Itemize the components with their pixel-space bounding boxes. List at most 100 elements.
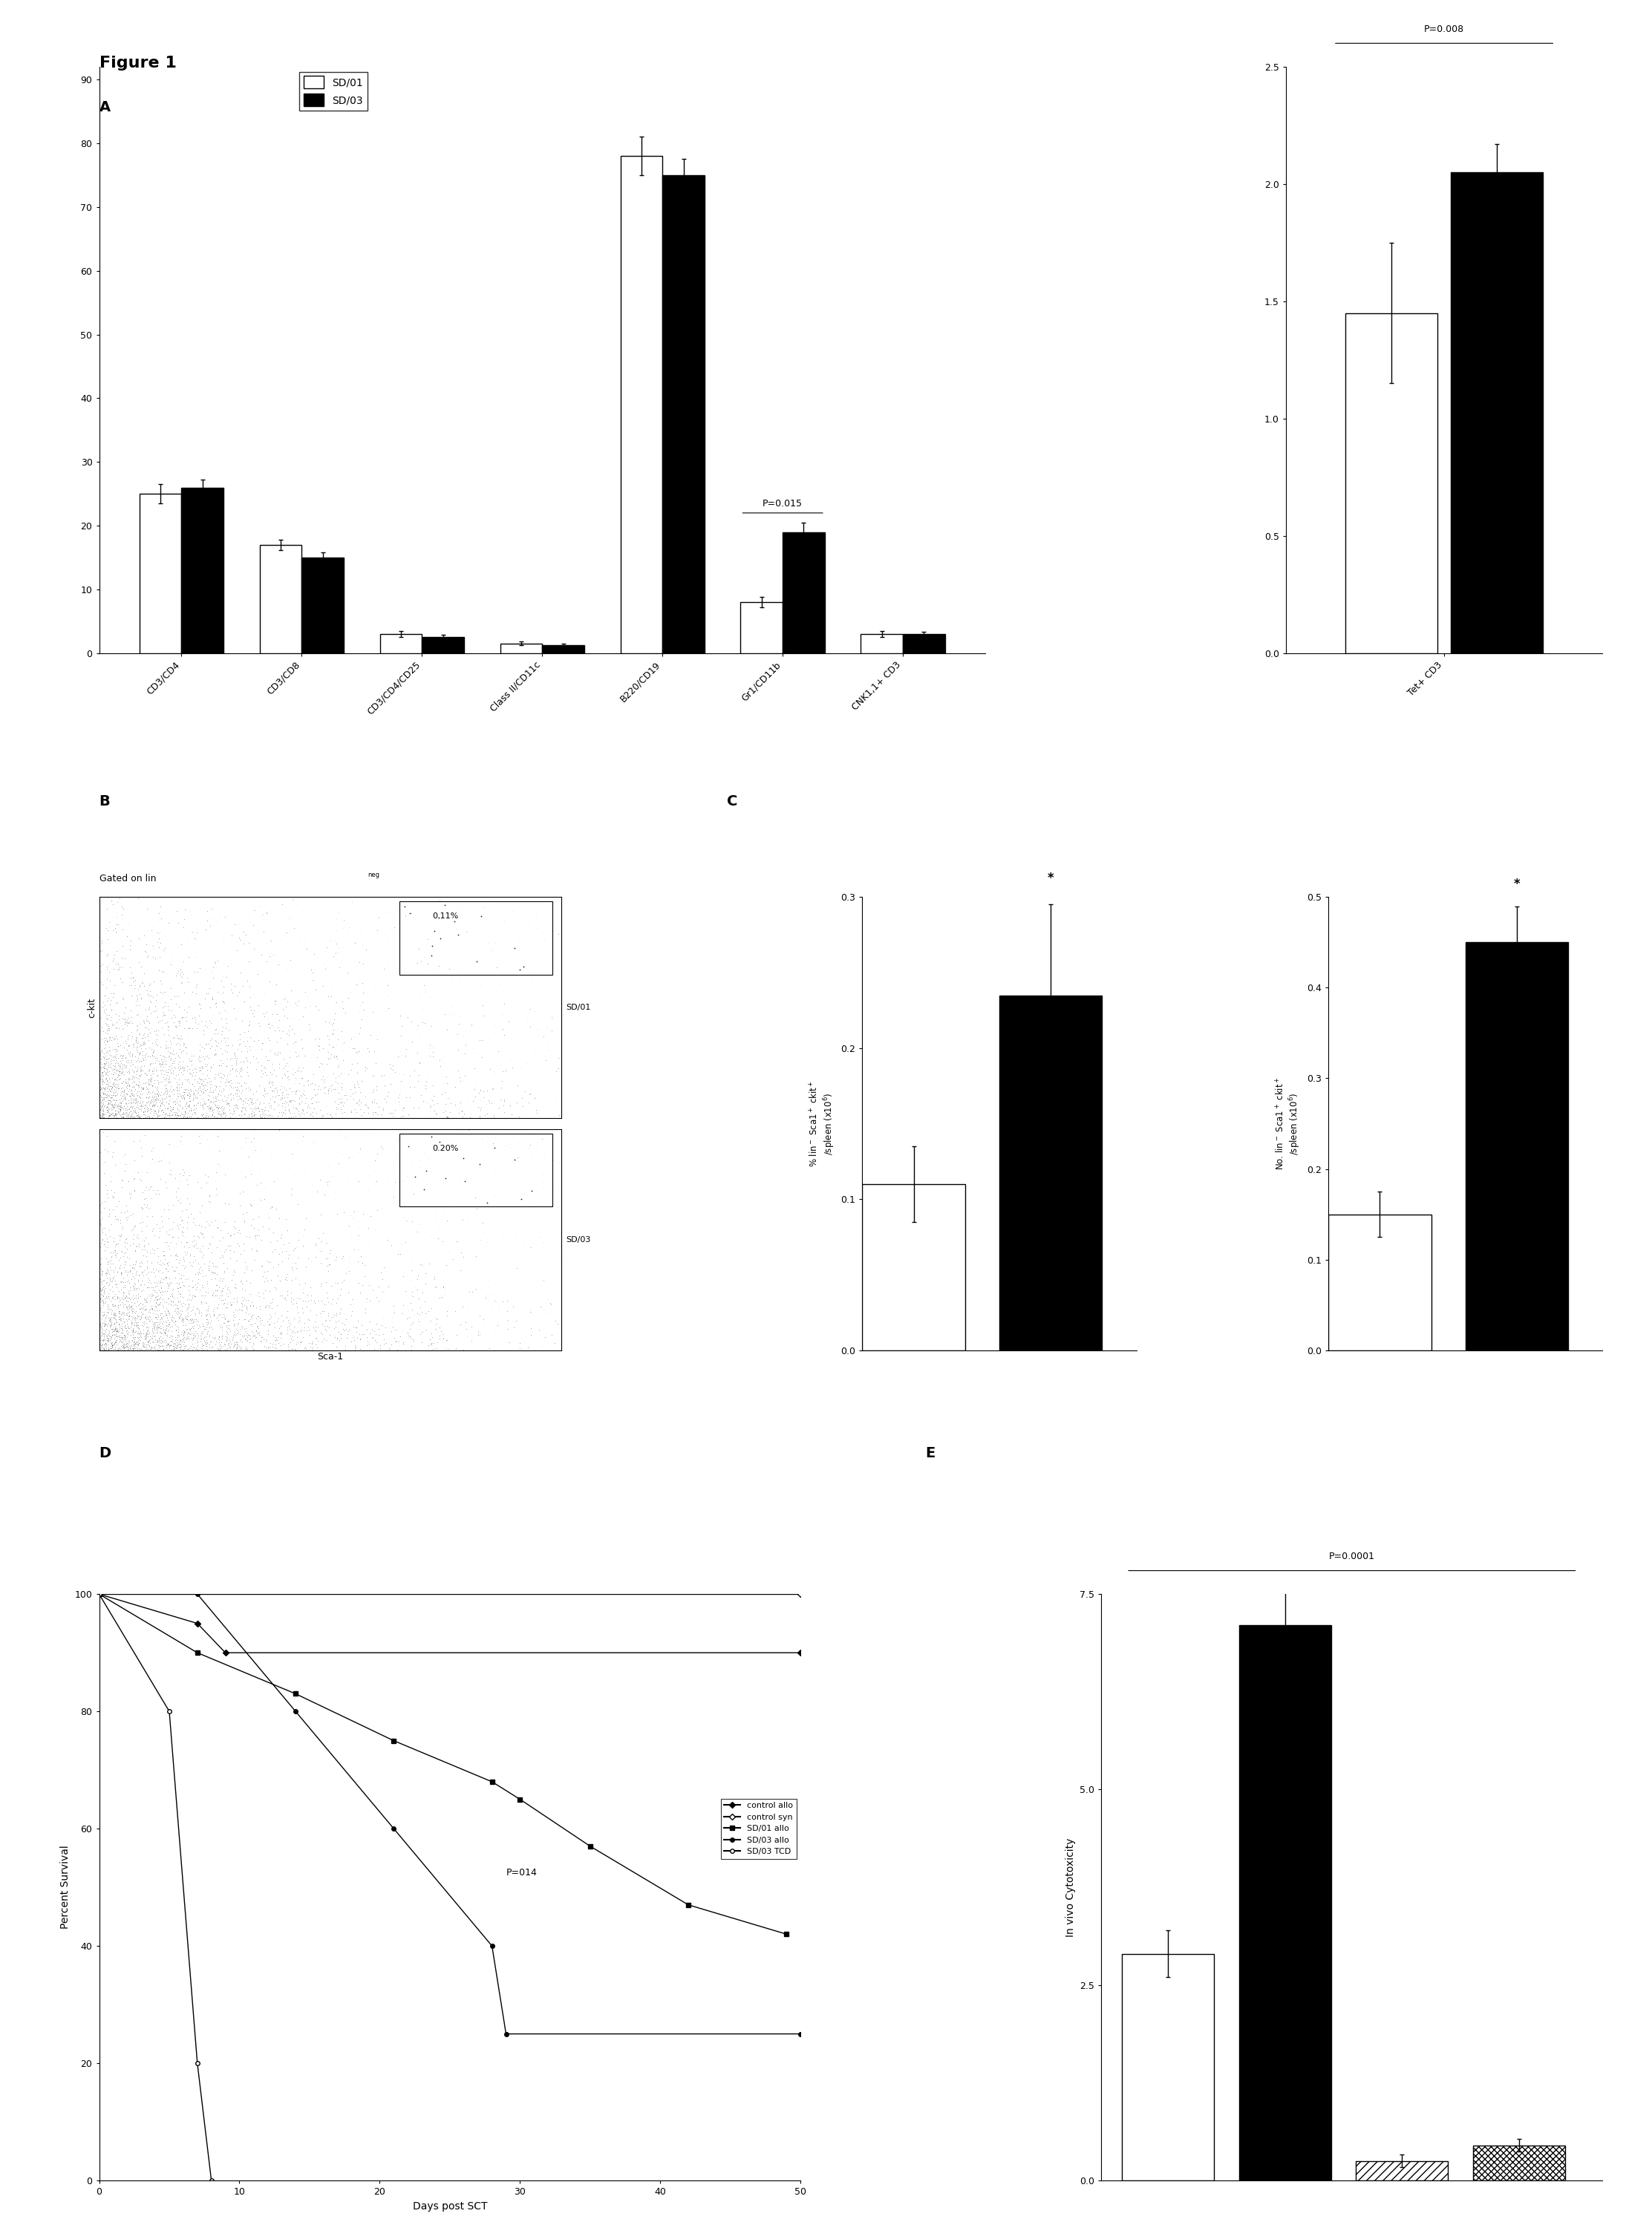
Point	[246, 1299, 273, 1335]
Point	[256, 1006, 282, 1041]
Point	[104, 1288, 131, 1324]
Point	[279, 1090, 306, 1126]
Point	[332, 1313, 358, 1348]
Point	[104, 1319, 131, 1355]
Point	[428, 1202, 454, 1237]
Point	[327, 1115, 354, 1150]
Point	[102, 1084, 129, 1119]
Point	[89, 1215, 116, 1250]
Point	[91, 1077, 117, 1112]
Point	[221, 1035, 248, 1070]
Point	[117, 1081, 144, 1117]
Point	[117, 1088, 144, 1124]
Point	[291, 1155, 317, 1190]
Point	[236, 1226, 263, 1262]
Point	[169, 966, 195, 1001]
Point	[121, 1308, 147, 1344]
Point	[385, 1181, 411, 1217]
Point	[124, 1072, 150, 1108]
Point	[173, 1090, 200, 1126]
Point	[208, 1273, 235, 1308]
Point	[116, 1164, 142, 1199]
Point	[545, 1306, 572, 1342]
Point	[101, 1306, 127, 1342]
Point	[383, 1052, 410, 1088]
Point	[223, 1279, 249, 1315]
Point	[180, 1224, 206, 1259]
Point	[243, 1050, 269, 1086]
Point	[228, 1068, 254, 1104]
SD/03 allo	[496, 2020, 515, 2047]
Point	[392, 1273, 418, 1308]
Point	[251, 1273, 278, 1308]
Point	[162, 1259, 188, 1295]
Point	[114, 1110, 140, 1146]
Point	[91, 1050, 117, 1086]
Point	[517, 1311, 544, 1346]
Point	[206, 1333, 233, 1368]
Point	[316, 1302, 342, 1337]
Point	[127, 1317, 154, 1353]
Point	[116, 1279, 142, 1315]
Point	[165, 1266, 192, 1302]
Point	[111, 1331, 137, 1366]
Point	[243, 1217, 269, 1253]
Point	[135, 1006, 162, 1041]
Point	[91, 879, 117, 914]
Point	[99, 1262, 126, 1297]
Point	[182, 999, 208, 1035]
Point	[94, 1001, 121, 1037]
Point	[165, 1284, 192, 1319]
Point	[147, 1141, 173, 1177]
Point	[147, 1077, 173, 1112]
Point	[119, 1026, 145, 1061]
Point	[96, 1021, 122, 1057]
Point	[202, 1273, 228, 1308]
Point	[223, 1311, 249, 1346]
Point	[167, 1322, 193, 1357]
Point	[94, 1092, 121, 1128]
Point	[238, 1299, 264, 1335]
Point	[114, 1230, 140, 1266]
Point	[537, 1273, 563, 1308]
Point	[253, 1322, 279, 1357]
Point	[167, 1021, 193, 1057]
Point	[342, 1090, 368, 1126]
Point	[107, 1279, 134, 1315]
Point	[319, 1030, 345, 1066]
Point	[135, 1066, 162, 1101]
Point	[208, 1277, 235, 1313]
Point	[211, 1255, 238, 1290]
Point	[213, 1322, 240, 1357]
Point	[352, 1079, 378, 1115]
Point	[127, 1290, 154, 1326]
Point	[304, 1070, 330, 1106]
Point	[109, 1055, 135, 1090]
Point	[172, 1072, 198, 1108]
Point	[406, 1246, 433, 1282]
Point	[301, 1037, 327, 1072]
Point	[140, 917, 167, 952]
Point	[202, 946, 228, 981]
Point	[185, 1208, 211, 1244]
Point	[116, 1084, 142, 1119]
Point	[99, 1279, 126, 1315]
Point	[91, 1072, 117, 1108]
Point	[106, 1293, 132, 1328]
Point	[162, 1179, 188, 1215]
Point	[132, 1302, 159, 1337]
Point	[111, 1270, 137, 1306]
Point	[202, 1037, 228, 1072]
Point	[223, 1052, 249, 1088]
Point	[97, 1262, 124, 1297]
Point	[240, 1028, 266, 1064]
Point	[102, 1331, 129, 1366]
Point	[122, 1081, 149, 1117]
Point	[107, 1039, 134, 1075]
Point	[145, 1322, 172, 1357]
Point	[360, 1097, 387, 1133]
Point	[324, 1086, 350, 1121]
Point	[111, 1279, 137, 1315]
Point	[178, 1037, 205, 1072]
Point	[258, 934, 284, 970]
